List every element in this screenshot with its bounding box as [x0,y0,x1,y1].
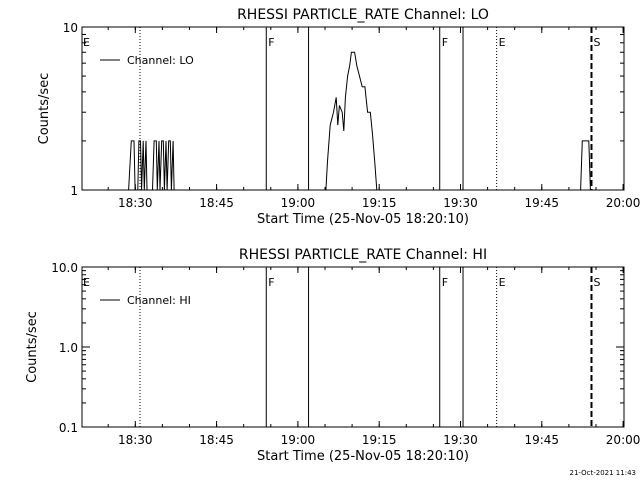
event-marker-label: S [593,36,600,49]
chart-title: RHESSI PARTICLE_RATE Channel: LO [237,7,489,23]
x-axis-label: Start Time (25-Nov-05 18:20:10) [257,212,469,227]
x-tick-label: 19:30 [443,196,478,210]
plot-frame [81,266,625,428]
y-tick-label: 10.0 [51,261,78,275]
y-tick-label: 1 [70,184,78,198]
event-marker-label: F [268,276,274,289]
y-tick-label: 1.0 [59,341,78,355]
x-tick-label: 19:45 [524,196,559,210]
event-marker-label: E [83,276,90,289]
series-line [580,140,591,191]
x-tick-label: 19:15 [362,433,397,447]
chart-title: RHESSI PARTICLE_RATE Channel: HI [239,247,487,263]
x-tick-label: 18:45 [199,433,234,447]
event-marker-label: E [499,36,506,49]
y-tick-label: 0.1 [59,421,78,435]
x-tick-label: 20:00 [606,433,640,447]
x-tick-label: 19:00 [281,196,316,210]
event-marker-label: E [83,36,90,49]
series-line [152,140,175,191]
generation-timestamp: 21-Oct-2021 11:43 [569,469,636,477]
x-tick-label: 19:30 [443,433,478,447]
event-marker-label: S [593,276,600,289]
legend-label: Channel: LO [127,54,194,67]
y-axis-label: Counts/sec [25,311,40,383]
y-axis-label: Counts/sec [37,73,52,145]
series-line [128,140,148,191]
event-marker-label: F [442,276,448,289]
legend-label: Channel: HI [127,294,191,307]
x-tick-label: 18:30 [118,196,153,210]
x-axis-label: Start Time (25-Nov-05 18:20:10) [257,449,469,464]
plot-frame [81,26,625,191]
event-marker-label: E [499,276,506,289]
series-line [325,51,378,191]
x-tick-label: 19:00 [281,433,316,447]
event-marker-label: F [442,36,448,49]
x-tick-label: 18:30 [118,433,153,447]
x-tick-label: 18:45 [199,196,234,210]
x-tick-label: 19:45 [524,433,559,447]
x-tick-label: 19:15 [362,196,397,210]
y-tick-label: 10 [63,21,78,35]
event-marker-label: F [268,36,274,49]
x-tick-label: 20:00 [606,196,640,210]
